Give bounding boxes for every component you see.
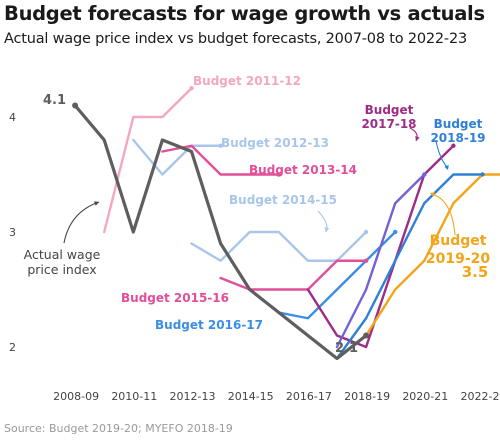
actual-label: price index	[27, 262, 96, 277]
x-tick-label: 2022-23	[461, 390, 500, 403]
series-label: Budget	[365, 103, 414, 117]
series-end-marker	[276, 172, 281, 177]
series-line	[306, 144, 455, 349]
x-tick-label: 2014-15	[228, 390, 274, 403]
chart-source: Source: Budget 2019-20; MYEFO 2018-19	[4, 422, 233, 435]
series-line	[73, 103, 368, 361]
series-end-marker	[189, 86, 194, 91]
chart-title: Budget forecasts for wage growth vs actu…	[4, 2, 485, 25]
actual-label: Actual wage	[24, 247, 101, 262]
arrow-head	[430, 192, 435, 197]
series-end-marker	[451, 143, 456, 148]
series-label: Budget	[434, 117, 483, 131]
annotation-arrows	[63, 127, 456, 244]
series-label: Budget 2011-12	[193, 74, 301, 88]
actual-arrow	[63, 201, 100, 244]
y-axis: 2 3 4	[9, 111, 16, 354]
x-tick-label: 2008-09	[53, 390, 99, 403]
series-label: 2017-18	[361, 117, 416, 131]
series-label: Budget 2016-17	[155, 318, 263, 332]
series-line	[364, 173, 500, 337]
chart-subtitle: Actual wage price index vs budget foreca…	[4, 31, 468, 47]
series-labels: Budget 2011-12 Budget 2012-13 Budget 2013-…	[24, 74, 491, 356]
series-line	[132, 138, 222, 176]
b1920-arrow	[431, 193, 456, 236]
x-tick-label: 2012-13	[170, 390, 216, 403]
series-markers	[72, 86, 485, 339]
y-tick-label: 3	[9, 226, 16, 239]
actual-end-marker	[363, 332, 370, 339]
series-lines	[73, 87, 500, 361]
series-line	[102, 87, 193, 234]
series-end-marker	[363, 258, 369, 263]
y-tick-label: 2	[9, 341, 16, 354]
forecast-end-value: 3.5	[462, 263, 489, 281]
x-axis: 2008-09 2010-11 2012-13 2014-15 2016-17 2018-…	[53, 390, 500, 403]
arrow-head	[444, 165, 449, 170]
series-label: Budget	[430, 233, 487, 249]
arrow-head	[324, 227, 330, 232]
series-line	[335, 173, 484, 360]
series-line	[335, 173, 426, 349]
x-tick-label: 2010-11	[111, 390, 157, 403]
series-label: 2019-20	[426, 251, 491, 267]
actual-start-value: 4.1	[43, 93, 66, 108]
series-end-marker	[218, 143, 223, 148]
series-end-marker	[480, 172, 485, 177]
series-end-marker	[422, 172, 427, 177]
x-tick-label: 2018-19	[344, 390, 390, 403]
x-tick-label: 2016-17	[286, 390, 332, 403]
series-label: Budget 2013-14	[249, 163, 357, 177]
series-label: Budget 2012-13	[221, 136, 329, 150]
series-label: 2018-19	[430, 131, 485, 145]
arrow-head	[415, 136, 420, 141]
actual-start-marker	[72, 102, 79, 109]
series-label: Budget 2014-15	[229, 193, 337, 207]
series-end-marker	[393, 229, 398, 235]
series-end-marker	[363, 229, 369, 235]
actual-end-value: 2.1	[335, 341, 358, 356]
y-tick-label: 4	[9, 111, 16, 124]
series-line	[219, 259, 368, 291]
x-tick-label: 2020-21	[402, 390, 448, 403]
series-label: Budget 2015-16	[121, 291, 229, 305]
arrow-head	[94, 201, 99, 206]
